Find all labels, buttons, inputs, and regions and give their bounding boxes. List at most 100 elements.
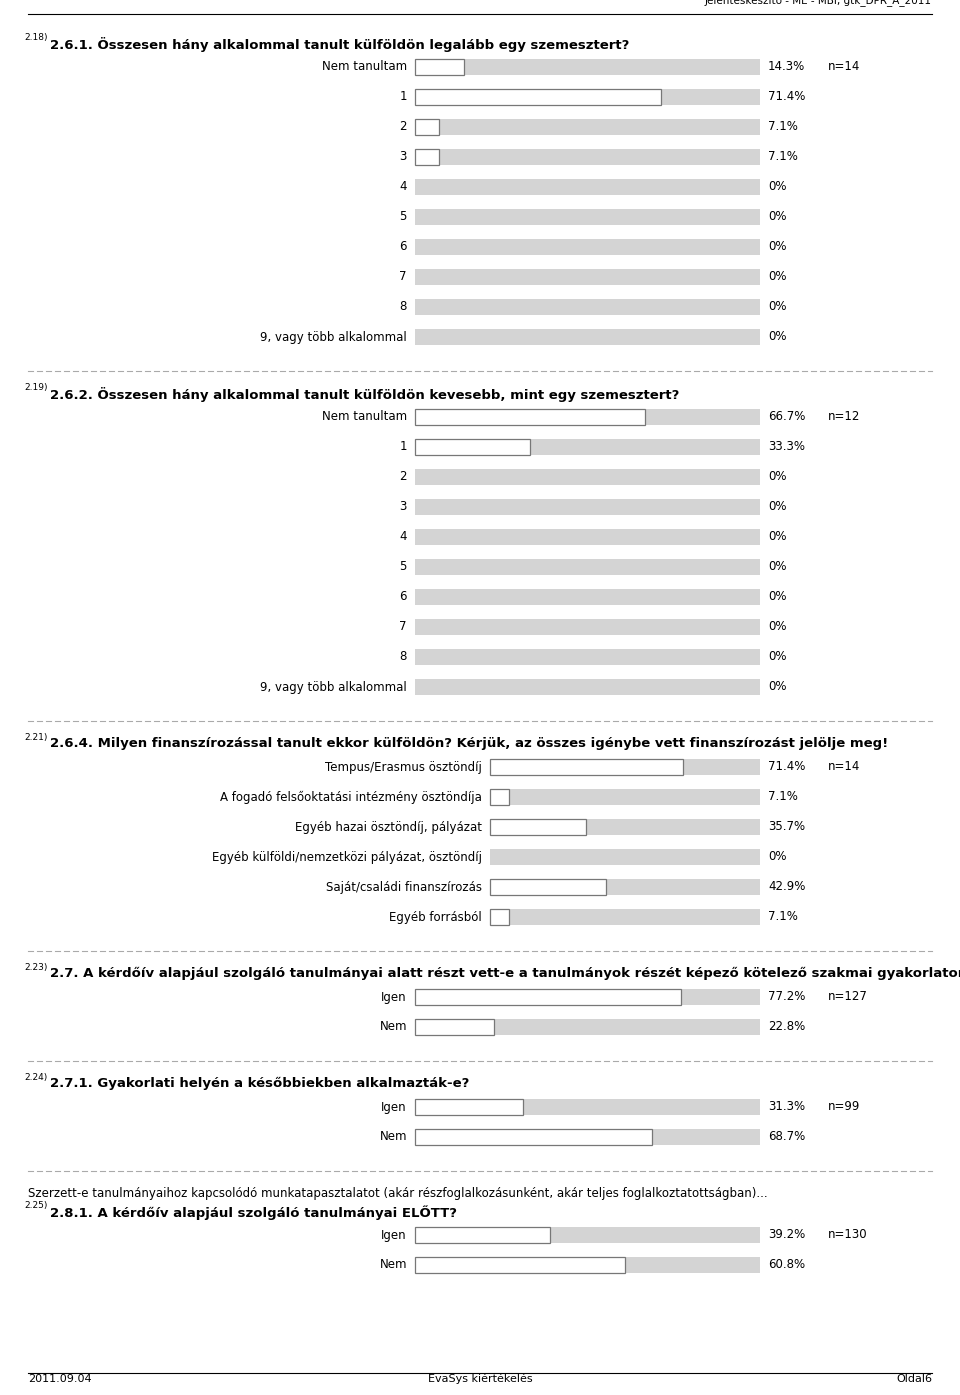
Text: 33.3%: 33.3% — [768, 441, 805, 453]
Text: Nem tanultam: Nem tanultam — [322, 60, 407, 74]
Text: 7: 7 — [399, 621, 407, 633]
Text: 68.7%: 68.7% — [768, 1130, 805, 1144]
Bar — [490, 759, 760, 776]
Bar — [415, 209, 760, 225]
Text: 3: 3 — [399, 151, 407, 163]
Bar — [415, 1018, 760, 1035]
Text: 8: 8 — [399, 650, 407, 664]
Text: Egyéb külföldi/nemzetközi pályázat, ösztöndíj: Egyéb külföldi/nemzetközi pályázat, öszt… — [212, 851, 482, 864]
Text: 5: 5 — [399, 211, 407, 223]
Text: 9, vagy több alkalommal: 9, vagy több alkalommal — [260, 681, 407, 693]
Bar — [490, 850, 760, 865]
Text: 2.23): 2.23) — [24, 963, 47, 972]
Bar — [415, 469, 760, 485]
Text: Oldal6: Oldal6 — [896, 1374, 932, 1384]
Text: Nem: Nem — [379, 1130, 407, 1144]
Bar — [415, 989, 760, 1004]
Text: 2.7.1. Gyakorlati helyén a későbbiekben alkalmazták-e?: 2.7.1. Gyakorlati helyén a későbbiekben … — [50, 1077, 469, 1089]
Text: 7.1%: 7.1% — [768, 151, 798, 163]
Bar — [415, 1018, 493, 1035]
Text: 35.7%: 35.7% — [768, 820, 805, 833]
Bar — [415, 499, 760, 515]
Bar — [490, 790, 509, 805]
Bar — [490, 759, 683, 776]
Bar — [415, 409, 760, 425]
Bar — [415, 1129, 760, 1145]
Bar — [415, 179, 760, 195]
Bar — [490, 790, 760, 805]
Bar — [490, 819, 587, 836]
Text: 0%: 0% — [768, 180, 786, 194]
Text: 2: 2 — [399, 470, 407, 484]
Text: 6: 6 — [399, 590, 407, 604]
Text: 0%: 0% — [768, 530, 786, 544]
Bar — [415, 1257, 760, 1274]
Bar — [415, 1257, 625, 1274]
Text: 2.21): 2.21) — [24, 732, 47, 742]
Bar — [415, 269, 760, 285]
Text: 0%: 0% — [768, 470, 786, 484]
Bar — [415, 409, 645, 425]
Text: 9, vagy több alkalommal: 9, vagy több alkalommal — [260, 331, 407, 343]
Text: n=14: n=14 — [828, 60, 860, 74]
Text: 7.1%: 7.1% — [768, 791, 798, 804]
Text: 0%: 0% — [768, 561, 786, 573]
Text: 0%: 0% — [768, 621, 786, 633]
Text: n=130: n=130 — [828, 1229, 868, 1242]
Text: 1: 1 — [399, 91, 407, 103]
Bar — [415, 89, 760, 105]
Text: 0%: 0% — [768, 331, 786, 343]
Text: 2: 2 — [399, 120, 407, 134]
Text: 2011.09.04: 2011.09.04 — [28, 1374, 91, 1384]
Bar — [490, 879, 606, 896]
Text: Nem tanultam: Nem tanultam — [322, 410, 407, 424]
Bar — [415, 589, 760, 605]
Text: 0%: 0% — [768, 271, 786, 283]
Bar — [415, 989, 682, 1004]
Text: 22.8%: 22.8% — [768, 1021, 805, 1034]
Bar — [415, 149, 760, 165]
Text: Nem: Nem — [379, 1258, 407, 1271]
Text: 2.6.4. Milyen finanszírozással tanult ekkor külföldön? Kérjük, az összes igénybe: 2.6.4. Milyen finanszírozással tanult ek… — [50, 737, 888, 751]
Text: Igen: Igen — [381, 1101, 407, 1113]
Bar — [490, 910, 760, 925]
Text: n=127: n=127 — [828, 990, 868, 1003]
Text: 7.1%: 7.1% — [768, 911, 798, 923]
Text: Igen: Igen — [381, 1229, 407, 1242]
Text: 66.7%: 66.7% — [768, 410, 805, 424]
Text: EvaSys kiértékelés: EvaSys kiértékelés — [428, 1374, 532, 1384]
Text: 2.25): 2.25) — [24, 1201, 47, 1209]
Text: Tempus/Erasmus ösztöndíj: Tempus/Erasmus ösztöndíj — [325, 760, 482, 773]
Text: 2.19): 2.19) — [24, 384, 47, 392]
Bar — [415, 299, 760, 315]
Bar — [415, 1099, 523, 1115]
Text: 0%: 0% — [768, 501, 786, 513]
Text: 0%: 0% — [768, 851, 786, 864]
Text: 3: 3 — [399, 501, 407, 513]
Text: 5: 5 — [399, 561, 407, 573]
Bar — [415, 59, 465, 75]
Bar — [415, 529, 760, 545]
Text: Igen: Igen — [381, 990, 407, 1003]
Text: 2.6.2. Összesen hány alkalommal tanult külföldön kevesebb, mint egy szemesztert?: 2.6.2. Összesen hány alkalommal tanult k… — [50, 386, 680, 402]
Bar — [415, 679, 760, 695]
Text: 4: 4 — [399, 530, 407, 544]
Text: Saját/családi finanszírozás: Saját/családi finanszírozás — [326, 880, 482, 894]
Text: A fogadó felsőoktatási intézmény ösztöndíja: A fogadó felsőoktatási intézmény ösztönd… — [220, 791, 482, 804]
Bar — [415, 619, 760, 635]
Bar — [490, 819, 760, 836]
Text: 2.18): 2.18) — [24, 33, 47, 42]
Text: 0%: 0% — [768, 650, 786, 664]
Text: 0%: 0% — [768, 681, 786, 693]
Text: 2.6.1. Összesen hány alkalommal tanult külföldön legalább egy szemesztert?: 2.6.1. Összesen hány alkalommal tanult k… — [50, 38, 630, 52]
Text: 2.24): 2.24) — [24, 1073, 47, 1083]
Bar — [490, 910, 509, 925]
Text: n=12: n=12 — [828, 410, 860, 424]
Bar — [490, 879, 760, 896]
Text: 42.9%: 42.9% — [768, 880, 805, 894]
Bar — [415, 649, 760, 665]
Text: 14.3%: 14.3% — [768, 60, 805, 74]
Text: 7.1%: 7.1% — [768, 120, 798, 134]
Bar — [415, 329, 760, 345]
Bar — [415, 439, 530, 455]
